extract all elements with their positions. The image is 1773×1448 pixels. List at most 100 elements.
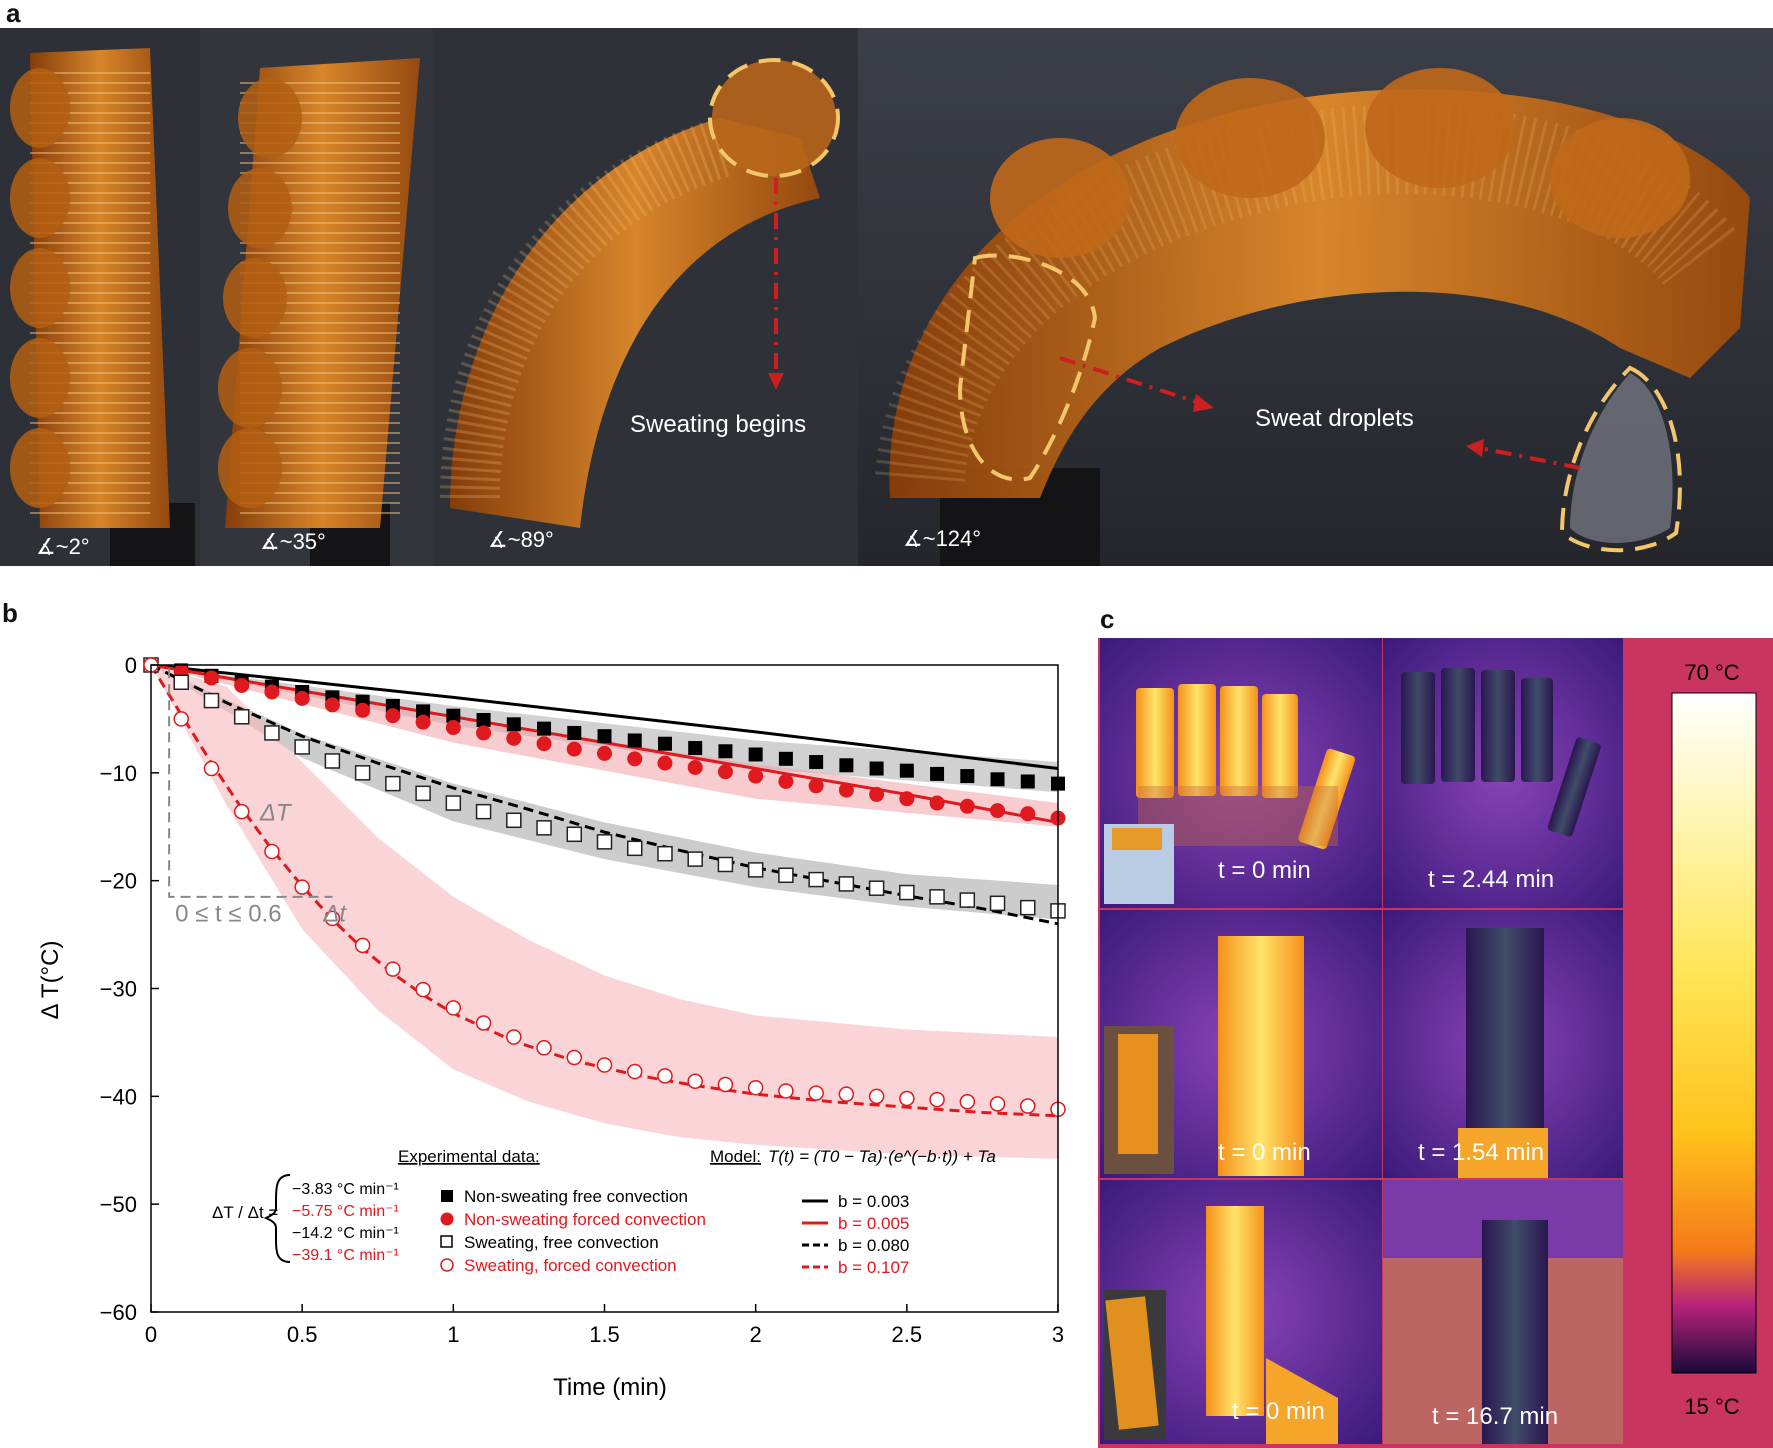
point-sweat-free <box>899 884 915 901</box>
point-sweat-free <box>324 753 341 769</box>
y-tick-label: −40 <box>100 1084 137 1109</box>
legend-label-3: Sweating, forced convection <box>464 1256 677 1275</box>
point-nonsweat-forced <box>597 745 612 761</box>
point-nonsweat-free <box>778 751 793 766</box>
point-nonsweat-free <box>839 758 854 773</box>
x-tick-label: 1 <box>447 1322 459 1347</box>
point-nonsweat-forced <box>627 751 643 767</box>
point-sweat-free <box>294 739 310 755</box>
point-sweat-free <box>415 785 431 802</box>
legend-b-1: b = 0.005 <box>838 1214 909 1233</box>
point-sweat-forced <box>475 1015 492 1031</box>
point-sweat-forced <box>354 937 371 954</box>
label-r3-c2: t = 16.7 min <box>1432 1403 1558 1430</box>
y-tick-label: −30 <box>100 977 137 1002</box>
angle-label-2: ∡~35° <box>260 529 326 554</box>
point-sweat-forced <box>536 1040 552 1056</box>
sweat-highlight-circle <box>708 58 840 178</box>
cooling-chart: 0 0.5 1 1.5 2 2.5 3 0 −10 −20 −30 −40 −50 −60 ΔT 0 ≤ … <box>37 653 1066 1401</box>
point-sweat-forced <box>233 803 250 820</box>
actuator-35deg <box>218 58 420 566</box>
legend-b-0: b = 0.003 <box>838 1192 909 1211</box>
point-sweat-free <box>808 871 824 888</box>
point-nonsweat-free <box>567 725 582 740</box>
point-sweat-free <box>354 765 371 781</box>
point-sweat-forced <box>173 711 189 727</box>
point-nonsweat-free <box>446 708 461 723</box>
y-tick-label: −60 <box>100 1300 137 1325</box>
point-sweat-free <box>475 803 492 820</box>
sweating-begins-label: Sweating begins <box>630 411 806 438</box>
legend-label-1: Non-sweating forced convection <box>464 1210 706 1229</box>
model-header: Model: <box>710 1147 761 1166</box>
rate-0: −3.83 °C min⁻¹ <box>292 1181 399 1198</box>
point-sweat-forced <box>596 1057 613 1073</box>
thermal-images: t = 0 min t = 2.44 min t = 0 min t = 1.5… <box>1098 638 1773 1448</box>
point-nonsweat-free <box>657 736 672 751</box>
point-sweat-forced <box>264 843 280 860</box>
point-nonsweat-forced <box>717 764 733 780</box>
legend-marker-0 <box>441 1190 453 1202</box>
rate-3: −39.1 °C min⁻¹ <box>292 1247 399 1264</box>
point-sweat-free <box>264 725 280 741</box>
y-axis-label: Δ T(°C) <box>37 941 64 1020</box>
point-sweat-free <box>868 880 885 896</box>
point-nonsweat-forced <box>929 795 945 811</box>
legend-b-3: b = 0.107 <box>838 1258 909 1277</box>
point-nonsweat-forced <box>778 773 794 789</box>
point-nonsweat-forced <box>355 702 371 718</box>
point-sweat-forced <box>899 1090 915 1107</box>
point-nonsweat-forced <box>748 768 764 784</box>
point-nonsweat-forced <box>657 755 673 771</box>
data-points <box>143 657 1066 1118</box>
band-series-3 <box>151 665 1058 1159</box>
actuator-89deg <box>440 58 840 528</box>
point-nonsweat-free <box>537 721 552 736</box>
actuator-124deg <box>875 68 1750 566</box>
point-sweat-forced <box>838 1086 855 1102</box>
point-sweat-forced <box>687 1073 703 1089</box>
point-sweat-free <box>838 876 855 892</box>
axes: 0 0.5 1 1.5 2 2.5 3 0 −10 −20 −30 −40 −50 −60 <box>100 653 1064 1347</box>
point-nonsweat-free <box>960 769 975 784</box>
x-tick-label: 2 <box>750 1322 762 1347</box>
point-sweat-free <box>596 834 613 850</box>
angle-label-3: ∡~89° <box>488 527 554 552</box>
point-nonsweat-forced <box>385 708 401 724</box>
legend-marker-3 <box>440 1258 454 1272</box>
point-sweat-forced <box>657 1068 673 1084</box>
colorbar <box>1671 692 1757 1374</box>
point-sweat-forced <box>203 760 220 777</box>
sweat-droplets-label: Sweat droplets <box>1255 405 1414 432</box>
point-nonsweat-free <box>748 747 763 762</box>
point-sweat-free <box>1020 899 1036 916</box>
point-nonsweat-free <box>688 741 703 756</box>
point-nonsweat-forced <box>687 759 703 775</box>
x-tick-label: 2.5 <box>892 1322 923 1347</box>
point-sweat-free <box>717 856 734 873</box>
point-sweat-free <box>687 851 703 867</box>
y-tick-label: −50 <box>100 1192 137 1217</box>
point-nonsweat-forced <box>324 697 340 713</box>
actuator-photo-panel: ∡~2° ∡~35° ∡~89° ∡~124° Sweating begins … <box>0 28 1773 566</box>
point-sweat-forced <box>747 1079 764 1096</box>
inset-range-label: 0 ≤ t ≤ 0.6 <box>175 901 281 928</box>
point-nonsweat-forced <box>264 684 280 700</box>
inset-dt-label: Δt <box>322 901 347 928</box>
point-sweat-forced <box>1020 1098 1036 1114</box>
label-r1-c1: t = 0 min <box>1218 857 1311 884</box>
colorbar-max-label: 70 °C <box>1684 660 1739 685</box>
point-nonsweat-forced <box>445 720 461 736</box>
colorbar-min-label: 15 °C <box>1684 1394 1739 1419</box>
point-nonsweat-forced <box>203 670 219 686</box>
actuator-2deg <box>10 48 195 566</box>
label-r1-c2: t = 2.44 min <box>1428 866 1554 893</box>
point-sweat-forced <box>506 1029 522 1045</box>
point-nonsweat-forced <box>838 782 854 798</box>
point-sweat-free <box>778 867 794 884</box>
x-tick-label: 3 <box>1052 1322 1064 1347</box>
point-sweat-free <box>989 895 1006 912</box>
point-sweat-forced <box>989 1096 1006 1112</box>
point-sweat-forced <box>324 910 341 927</box>
point-nonsweat-forced <box>476 725 492 741</box>
